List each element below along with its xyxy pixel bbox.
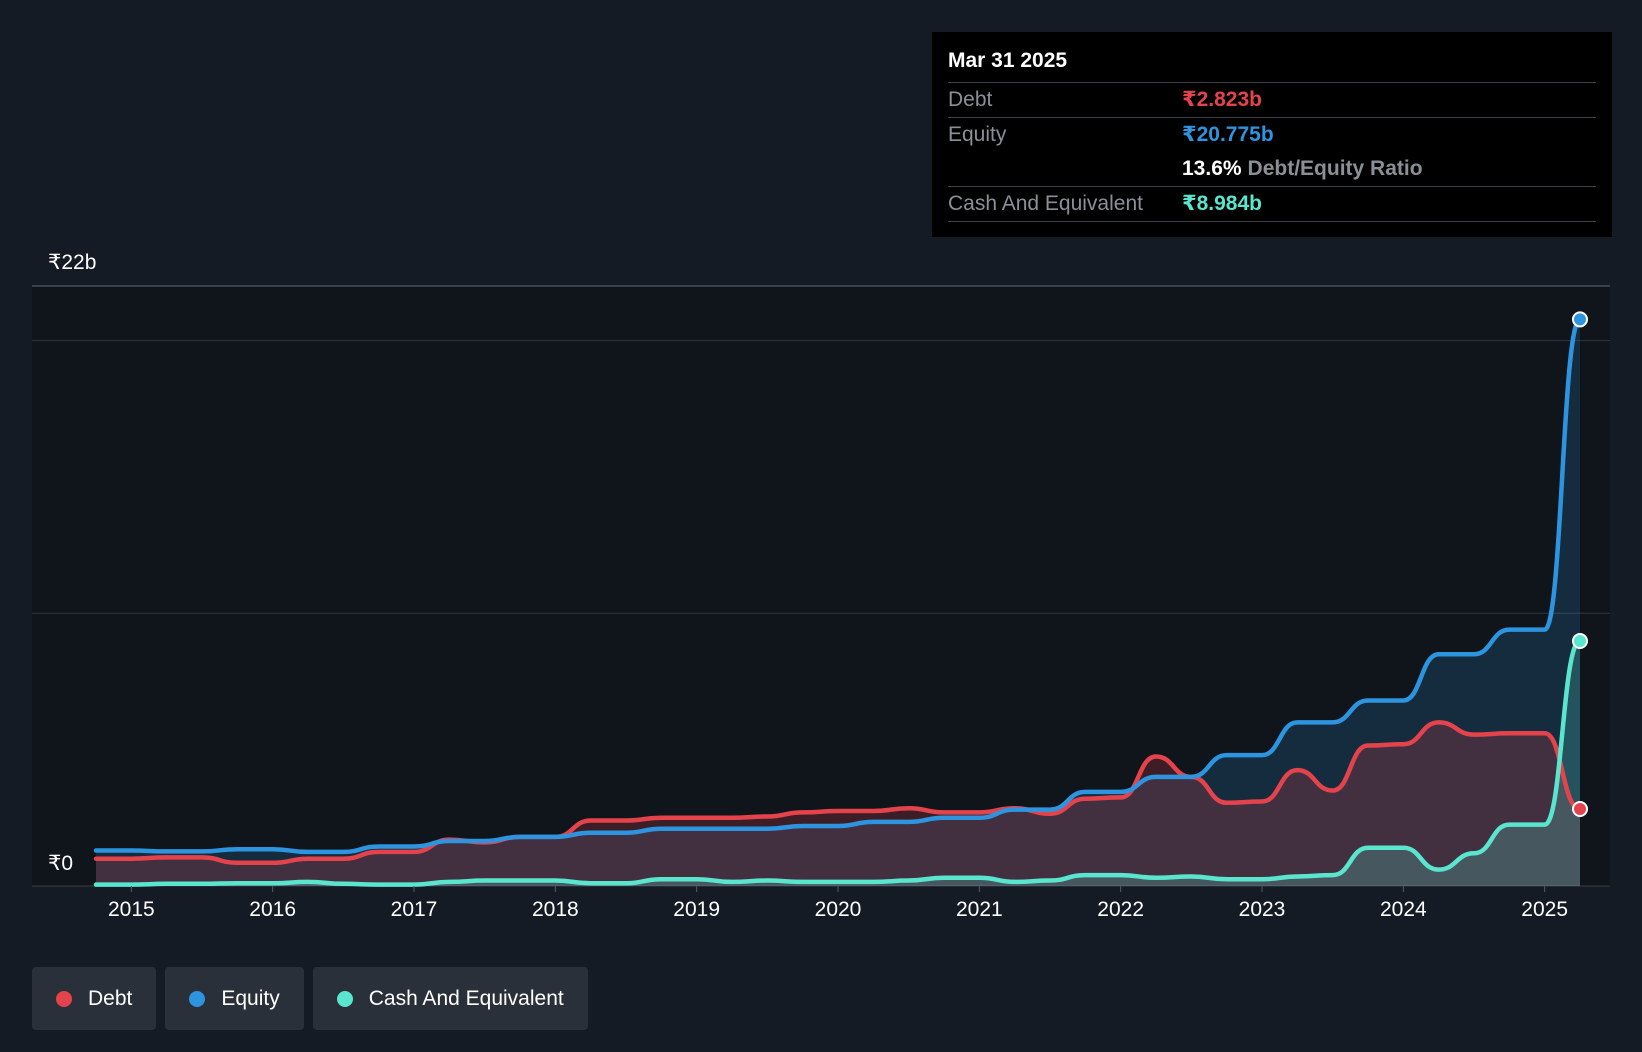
series-lines [93,317,1583,887]
series-end-point-debt [1572,801,1588,818]
tooltip-ratio-value: 13.6% [1182,157,1242,180]
series-area-equity [96,319,1580,886]
x-tick-label: 2015 [108,898,155,921]
tooltip-ratio-label: Debt/Equity Ratio [1247,157,1423,180]
x-tick-label: 2018 [532,898,579,921]
tooltip-debt-row: Debt ₹2.823b [948,83,1596,118]
series-line-debt [93,720,1583,866]
x-tick-label: 2019 [673,898,720,921]
tooltip-ratio-spacer [948,152,1182,186]
debt-dot-icon [56,990,72,1007]
tooltip-equity-row: Equity ₹20.775b [948,118,1596,152]
tooltip-ratio-row: 13.6% Debt/Equity Ratio [948,152,1596,187]
tooltip-cash-label: Cash And Equivalent [948,192,1143,215]
legend-item-cash[interactable]: Cash And Equivalent [312,967,588,1030]
x-tick-label: 2025 [1521,898,1568,921]
tooltip-equity-label: Equity [948,123,1007,146]
x-tick-label: 2020 [815,898,862,921]
tooltip-debt-value: ₹2.823b [1182,88,1262,111]
legend-cash-label: Cash And Equivalent [368,986,564,1010]
x-tick-label: 2022 [1097,898,1144,921]
legend-item-equity[interactable]: Equity [165,967,304,1030]
tooltip-date: Mar 31 2025 [948,46,1596,83]
series-line-cash-and-equivalent [93,638,1583,887]
x-tick-label: 2017 [391,898,438,921]
series-line-equity [93,317,1583,855]
y-axis-zero-label: ₹0 [48,852,73,875]
x-tick-label: 2024 [1380,898,1427,921]
chart-legend: Debt Equity Cash And Equivalent [32,967,588,1030]
cash-dot-icon [336,990,353,1007]
x-tick-label: 2023 [1239,898,1286,921]
x-tick-label: 2021 [956,898,1003,921]
series-area-debt [96,722,1580,886]
x-tick-label: 2016 [249,898,296,921]
tooltip-cash-value: ₹8.984b [1182,192,1262,215]
series-end-point-cash-and-equivalent [1572,632,1588,649]
tooltip-equity-value: ₹20.775b [1182,123,1274,146]
plot-background [32,286,1610,886]
tooltip-debt-label: Debt [948,88,993,111]
legend-debt-label: Debt [88,986,133,1010]
tooltip-cash-row: Cash And Equivalent ₹8.984b [948,187,1596,222]
series-areas [96,319,1580,886]
tooltip-panel: Mar 31 2025 Debt ₹2.823b Equity ₹20.775b… [932,32,1612,237]
legend-equity-label: Equity [221,986,280,1010]
grid-lines [32,285,1610,887]
series-end-points [1572,311,1588,818]
y-axis-top-label: ₹22b [48,251,96,274]
legend-item-debt[interactable]: Debt [32,967,157,1030]
equity-dot-icon [189,990,206,1007]
x-axis-ticks: 2015 2016 2017 2018 2019 2020 2021 2022 2023 2024… [108,886,1568,921]
series-end-point-equity [1572,311,1588,328]
